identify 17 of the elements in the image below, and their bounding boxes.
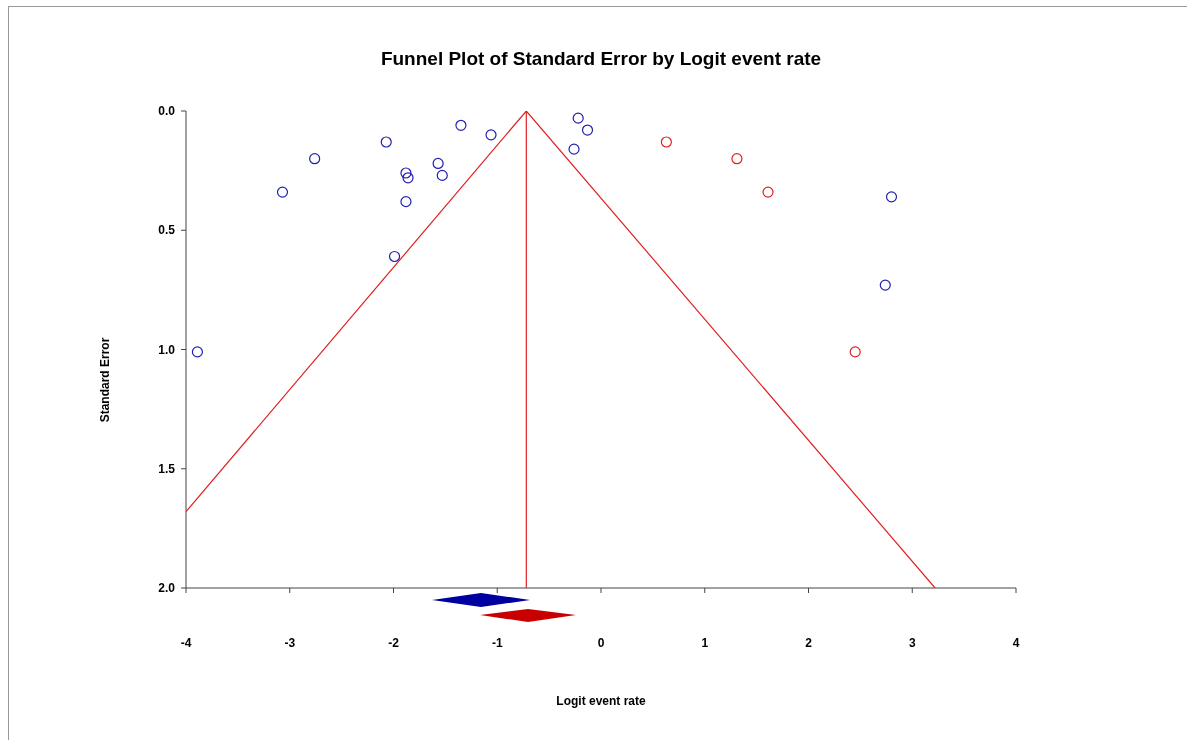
y-tick-label: 0.5 <box>158 223 176 238</box>
x-axis-title: Logit event rate <box>555 694 647 708</box>
y-tick-label: 1.0 <box>158 342 176 357</box>
x-tick-label: -3 <box>284 636 296 650</box>
y-axis-title: Standard Error <box>98 337 112 423</box>
x-tick-label: 4 <box>1012 636 1020 650</box>
x-tick-label: 3 <box>908 636 916 650</box>
x-tick-label: -2 <box>388 636 400 650</box>
y-tick-label: 0.0 <box>158 104 176 118</box>
x-tick-label: 1 <box>701 636 709 650</box>
x-tick-label: 0 <box>597 636 605 650</box>
x-tick-label: -4 <box>180 636 192 650</box>
x-tick-label: 2 <box>805 636 813 650</box>
y-tick-label: 1.5 <box>158 461 176 476</box>
x-tick-label: -1 <box>491 636 503 650</box>
y-tick-label: 2.0 <box>158 581 176 595</box>
chart-title: Funnel Plot of Standard Error by Logit event rate <box>379 48 823 70</box>
